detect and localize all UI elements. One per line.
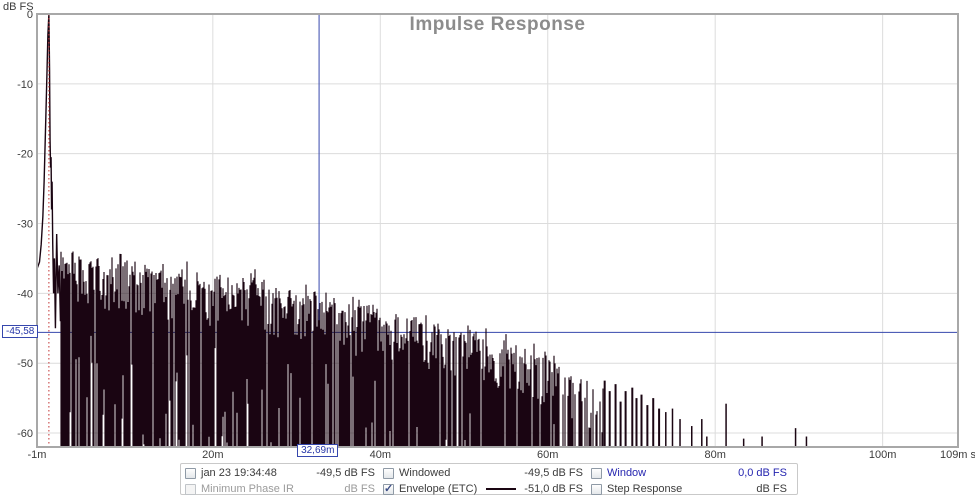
legend-entry-measurement[interactable]: jan 23 19:34:48 -49,5 dB FS xyxy=(185,465,375,481)
measurement-label: jan 23 19:34:48 xyxy=(201,467,277,479)
measurement-value: -49,5 dB FS xyxy=(316,467,375,479)
envelope-etc-line-swatch xyxy=(486,488,517,490)
legend-entry-minimum-phase-ir[interactable]: Minimum Phase IR dB FS xyxy=(185,481,375,497)
y-tick-label: -60 xyxy=(17,428,33,440)
x-tick-label: 100m xyxy=(869,449,897,461)
step-response-label: Step Response xyxy=(607,483,683,495)
cursor-x-label: 32,69m xyxy=(297,444,339,457)
y-tick-label: -10 xyxy=(17,79,33,91)
y-tick-label: 0 xyxy=(27,9,33,21)
x-tick-label: 109m s xyxy=(940,449,975,461)
step-response-checkbox[interactable] xyxy=(591,483,602,495)
legend-entry-window[interactable]: Window 0,0 dB FS xyxy=(591,465,787,481)
legend-entry-envelope-etc[interactable]: ✓ Envelope (ETC) -51,0 dB FS xyxy=(383,481,583,497)
envelope-etc-checkbox[interactable]: ✓ xyxy=(383,482,394,495)
step-response-value: dB FS xyxy=(756,483,787,495)
envelope-etc-value: -51,0 dB FS xyxy=(524,483,583,495)
envelope-etc-label: Envelope (ETC) xyxy=(399,483,478,495)
window-label: Window xyxy=(607,467,647,479)
etc-noise-trace xyxy=(60,251,604,447)
legend-entry-step-response[interactable]: Step Response dB FS xyxy=(591,481,787,497)
y-axis-unit-label: dB FS xyxy=(3,1,34,13)
windowed-value: -49,5 dB FS xyxy=(524,467,583,479)
window-checkbox[interactable] xyxy=(591,467,602,479)
window-value: 0,0 dB FS xyxy=(738,467,787,479)
minimum-phase-ir-label: Minimum Phase IR xyxy=(201,483,294,495)
windowed-label: Windowed xyxy=(399,467,451,479)
plot-border xyxy=(36,13,959,448)
x-tick-label: 40m xyxy=(370,449,391,461)
y-tick-label: -40 xyxy=(17,288,33,300)
y-tick-label: -20 xyxy=(17,149,33,161)
x-tick-label: 20m xyxy=(202,449,223,461)
x-tick-label: 60m xyxy=(537,449,558,461)
impulse-spike-trace xyxy=(36,13,62,329)
x-tick-label: -1m xyxy=(28,449,47,461)
minimum-phase-ir-value: dB FS xyxy=(344,483,375,495)
y-tick-label: -50 xyxy=(17,358,33,370)
legend: jan 23 19:34:48 -49,5 dB FS Minimum Phase … xyxy=(180,463,798,495)
legend-entry-windowed[interactable]: Windowed -49,5 dB FS xyxy=(383,465,583,481)
minimum-phase-ir-checkbox[interactable] xyxy=(185,483,196,495)
windowed-checkbox[interactable] xyxy=(383,467,394,479)
impulse-response-chart[interactable]: -1m 20m 40m 60m 80m 100m 109m s 0 -10 -20 -30 -40 -5… xyxy=(0,0,975,463)
y-tick-label: -30 xyxy=(17,219,33,231)
x-tick-label: 80m xyxy=(704,449,725,461)
cursor-y-label: -45,58 xyxy=(2,325,39,339)
measurement-checkbox[interactable] xyxy=(185,467,196,479)
